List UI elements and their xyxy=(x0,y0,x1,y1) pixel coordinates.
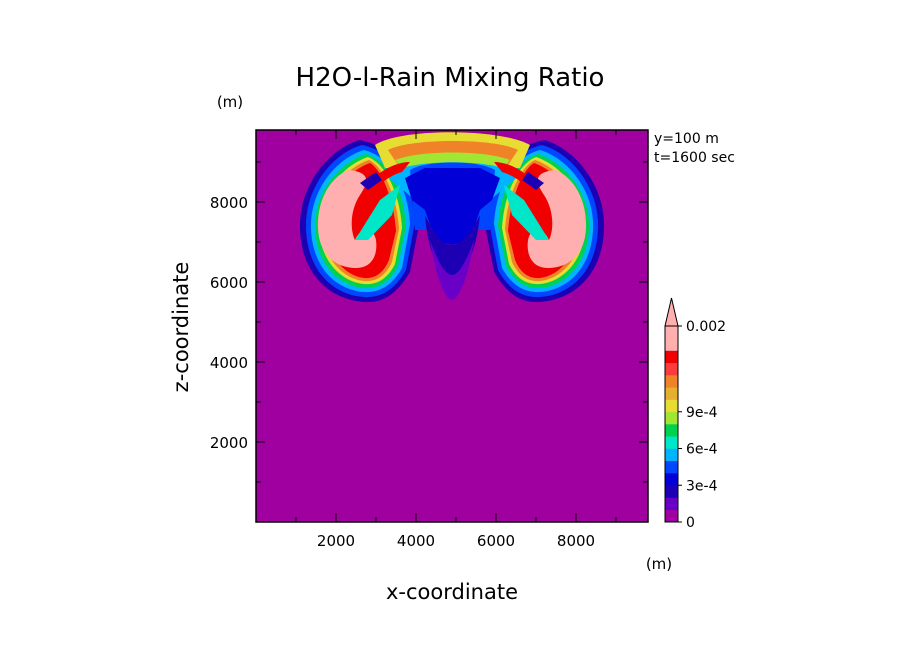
x-unit-label: (m) xyxy=(646,555,672,573)
y-tick-label: 4000 xyxy=(210,354,248,372)
colorbar-swatch xyxy=(665,387,678,400)
x-tick-label: 6000 xyxy=(477,532,515,550)
rain-field xyxy=(299,132,605,303)
colorbar-swatch xyxy=(665,436,678,449)
colorbar-swatch xyxy=(665,424,678,437)
field-level-pink xyxy=(317,170,377,268)
annotation-t: t=1600 sec xyxy=(654,150,735,166)
colorbar-frame xyxy=(664,325,679,523)
colorbar-tick-label: 9e-4 xyxy=(686,405,718,421)
colorbar-swatch xyxy=(665,326,678,339)
colorbar-tick-label: 0 xyxy=(686,515,695,531)
colorbar: 0 3e-4 6e-4 9e-4 0.002 xyxy=(664,297,726,531)
plot-frame xyxy=(255,129,649,523)
x-tick-label: 4000 xyxy=(397,532,435,550)
core-red-arc-left xyxy=(365,162,410,198)
y-unit-label: (m) xyxy=(217,93,243,111)
colorbar-swatch xyxy=(665,448,678,462)
y-tick-label: 2000 xyxy=(210,434,248,452)
core-violet-tail xyxy=(430,240,474,300)
colorbar-swatch xyxy=(665,338,678,351)
colorbar-swatch xyxy=(665,399,678,413)
core-red-arc-right xyxy=(494,162,539,198)
core-navy xyxy=(405,168,500,245)
chart-title: H2O-l-Rain Mixing Ratio xyxy=(296,63,605,93)
field-level-pink xyxy=(527,170,587,268)
axis-ticks: 2000 4000 6000 8000 2000 4000 6000 8000 xyxy=(210,130,648,550)
colorbar-swatch xyxy=(665,485,678,498)
colorbar-swatch xyxy=(665,509,678,523)
colorbar-extend-arrow xyxy=(664,297,679,327)
x-axis-label: x-coordinate xyxy=(386,580,518,604)
left-lobe xyxy=(299,140,420,303)
colorbar-tick-label: 3e-4 xyxy=(686,478,718,494)
colorbar-swatch xyxy=(665,411,678,425)
colorbar-swatch xyxy=(665,362,678,376)
core-navy-arm-right xyxy=(522,172,544,190)
y-tick-label: 8000 xyxy=(210,194,248,212)
y-tick-label: 6000 xyxy=(210,274,248,292)
x-tick-label: 2000 xyxy=(317,532,355,550)
colorbar-swatch xyxy=(665,375,678,388)
colorbar-swatch xyxy=(665,473,678,486)
core-cyan-left-arm xyxy=(355,185,400,240)
x-tick-label: 8000 xyxy=(557,532,595,550)
core-navy-arm-left xyxy=(360,172,382,190)
colorbar-swatch xyxy=(665,460,678,474)
colorbar-swatch xyxy=(665,350,678,364)
colorbar-tick-label: 6e-4 xyxy=(686,442,718,458)
field-level-pink-inner xyxy=(532,230,559,262)
y-axis-label: z-coordinate xyxy=(169,262,193,393)
right-lobe xyxy=(484,140,605,303)
core-cyan-right-arm xyxy=(504,185,549,240)
colorbar-swatch xyxy=(665,497,678,511)
field-level-pink-inner xyxy=(345,230,372,262)
colorbar-tick-label: 0.002 xyxy=(686,319,726,335)
annotation-y: y=100 m xyxy=(654,131,719,147)
